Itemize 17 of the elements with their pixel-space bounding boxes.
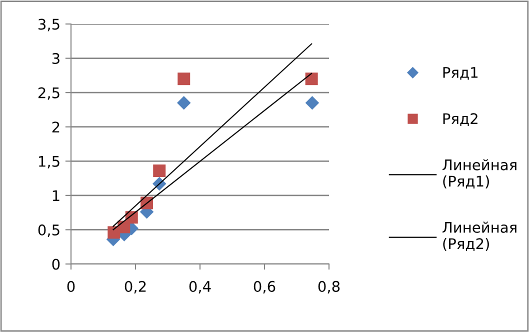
x-tick-label: 0,2 — [124, 280, 146, 294]
y-tick-label: 2,5 — [38, 87, 60, 100]
x-tick-label: 0,6 — [254, 280, 276, 294]
legend-label: Ряд2 — [443, 113, 478, 126]
y-tick-label: 3,5 — [38, 18, 60, 32]
x-tick-label: 0,4 — [189, 280, 211, 294]
y-tick-label: 1 — [52, 190, 60, 201]
y-tick-label: 0,5 — [38, 224, 60, 237]
y-tick-label: 3 — [52, 53, 60, 64]
y-tick-label: 0 — [52, 258, 60, 270]
x-tick-label: 0,8 — [318, 280, 340, 294]
legend-label: Ряд1 — [443, 67, 478, 80]
y-tick-label: 2 — [52, 122, 60, 132]
y-tick-label: 1,5 — [38, 156, 60, 168]
legend-label: Линейная (Ряд2) — [442, 222, 516, 252]
x-tick-label: 0 — [67, 280, 75, 292]
legend-label: Линейная (Ряд1) — [442, 159, 516, 188]
